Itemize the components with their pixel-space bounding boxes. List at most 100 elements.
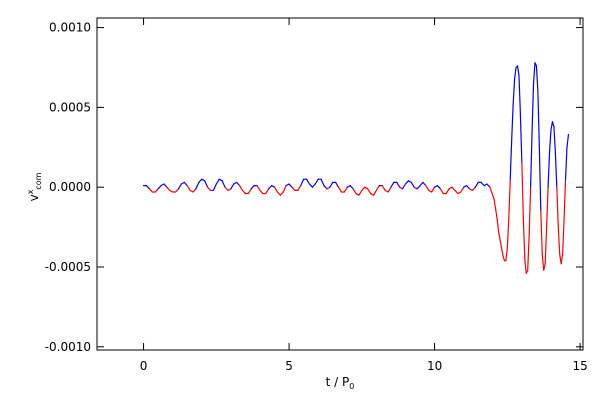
line-segment xyxy=(498,231,501,241)
line-segment xyxy=(276,191,281,196)
line-segment xyxy=(183,181,188,187)
line-segment xyxy=(451,186,456,191)
line-segment xyxy=(511,103,514,140)
line-segment xyxy=(367,188,372,195)
line-segment xyxy=(288,183,293,188)
line-segment xyxy=(531,82,535,132)
line-segment xyxy=(500,247,504,257)
line-segment xyxy=(256,184,261,191)
line-segment xyxy=(541,253,545,271)
line-segment xyxy=(224,186,229,191)
line-segment xyxy=(566,133,570,148)
line-segment xyxy=(273,186,279,193)
line-segment xyxy=(259,189,264,195)
line-segment xyxy=(268,184,273,190)
y-label-text: v xyxy=(27,194,41,201)
y-tick-label: 0.0010 xyxy=(49,21,91,35)
line-segment xyxy=(396,181,401,188)
x-tick-label: 5 xyxy=(285,359,293,373)
line-segment xyxy=(230,183,235,190)
line-segment xyxy=(206,186,212,191)
line-segment xyxy=(506,218,510,249)
x-axis-label: t / P0 xyxy=(326,375,355,391)
line-segment xyxy=(557,226,561,255)
line-segment xyxy=(329,181,334,188)
line-segment xyxy=(401,183,407,190)
line-segment xyxy=(265,188,270,195)
line-segment xyxy=(480,181,485,187)
line-segment xyxy=(527,234,530,271)
line-segment xyxy=(212,183,217,191)
line-segment xyxy=(349,184,354,190)
line-segment xyxy=(465,184,471,190)
line-segment xyxy=(282,184,287,193)
line-segment xyxy=(546,186,549,228)
line-segment xyxy=(311,183,316,188)
line-segment xyxy=(305,178,311,185)
line-segment xyxy=(390,181,395,188)
line-segment xyxy=(436,184,442,190)
line-segment xyxy=(439,188,444,195)
line-segment xyxy=(422,181,427,187)
line-segment xyxy=(521,162,524,220)
line-segment xyxy=(416,184,421,190)
line-segment xyxy=(474,181,479,188)
line-segment xyxy=(540,210,543,255)
line-segment xyxy=(375,184,380,191)
line-segment xyxy=(323,184,328,190)
line-segment xyxy=(291,186,296,191)
y-axis-label: vxcom xyxy=(26,172,43,201)
line-segment xyxy=(238,184,244,191)
line-segment xyxy=(361,186,366,191)
line-segment xyxy=(560,253,564,265)
line-segment xyxy=(505,247,508,262)
line-segment xyxy=(554,151,558,188)
line-segment xyxy=(174,188,180,193)
line-segment xyxy=(297,184,302,191)
line-segment xyxy=(166,186,171,191)
line-segment xyxy=(502,255,506,262)
line-segment xyxy=(486,183,491,188)
line-segment xyxy=(496,218,500,233)
line-segment xyxy=(215,178,220,185)
y-tick-label: -0.0005 xyxy=(45,260,91,274)
line-segment xyxy=(241,189,247,195)
line-segment xyxy=(300,178,305,187)
line-segment xyxy=(250,184,255,190)
line-segment xyxy=(495,208,498,220)
line-segment xyxy=(537,90,540,148)
line-segment xyxy=(564,146,568,180)
line-segment xyxy=(543,263,546,271)
line-segment xyxy=(431,186,436,193)
line-segment xyxy=(519,114,523,164)
line-segment xyxy=(352,188,357,195)
line-segment xyxy=(335,181,340,188)
line-segment xyxy=(516,65,520,77)
line-segment xyxy=(530,130,533,188)
line-segment xyxy=(186,184,191,191)
line-segment xyxy=(343,186,348,193)
line-segment xyxy=(460,186,465,193)
line-segment xyxy=(145,184,150,190)
x-label-sub: 0 xyxy=(349,382,354,391)
line-segment xyxy=(508,178,511,220)
line-segment xyxy=(471,186,476,191)
line-segment xyxy=(387,186,392,193)
line-segment xyxy=(236,181,241,187)
line-segment xyxy=(198,178,203,184)
line-segment xyxy=(308,183,313,188)
x-label-text: t / P xyxy=(326,375,350,389)
line-segment xyxy=(157,184,162,190)
x-tick-label: 0 xyxy=(140,359,148,373)
line-segment xyxy=(358,189,363,196)
line-segment xyxy=(314,178,319,185)
line-segment xyxy=(163,183,168,188)
line-segment xyxy=(404,180,409,185)
line-segment xyxy=(551,121,555,128)
line-segment xyxy=(489,186,494,196)
line-segment xyxy=(279,191,284,196)
line-segment xyxy=(320,178,325,187)
line-segment xyxy=(550,121,554,131)
line-segment xyxy=(195,181,200,190)
